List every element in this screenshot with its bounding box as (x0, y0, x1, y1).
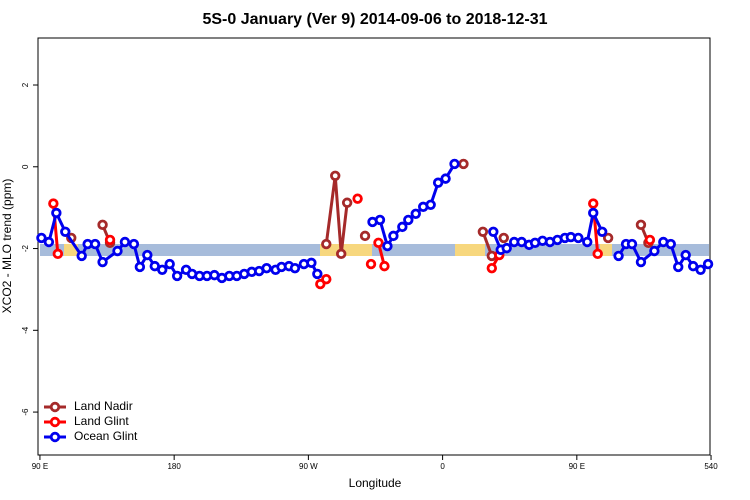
legend-label: Land Glint (74, 414, 129, 428)
x-tick-label: 0 (440, 462, 445, 471)
data-point (36, 232, 47, 244)
data-point (359, 230, 371, 242)
y-axis-label: XCO2 - MLO trend (ppm) (0, 179, 14, 314)
plot-frame (37, 37, 711, 456)
data-point (365, 258, 377, 270)
land-band (600, 244, 612, 256)
data-point (373, 237, 384, 249)
data-point (374, 214, 386, 226)
data-point (486, 262, 498, 274)
data-point (602, 232, 614, 244)
series-line (324, 175, 349, 255)
land-band (455, 244, 485, 256)
data-point (635, 219, 647, 231)
data-point (695, 264, 706, 276)
legend-marker (49, 401, 61, 413)
data-point (352, 193, 363, 204)
data-point (60, 226, 71, 237)
data-point (403, 214, 414, 226)
data-point (613, 250, 624, 262)
data-point (134, 261, 146, 273)
data-point (680, 249, 691, 261)
legend-marker (49, 416, 61, 428)
x-tick-label: 180 (167, 462, 181, 471)
data-point (157, 264, 168, 276)
data-point (312, 268, 323, 280)
x-tick-label: 540 (704, 462, 718, 471)
data-point (341, 197, 353, 208)
data-point (306, 257, 317, 269)
legend-label: Ocean Glint (74, 429, 138, 443)
legend-marker (49, 431, 61, 443)
data-point (128, 238, 140, 250)
data-point (626, 238, 638, 250)
data-point (289, 262, 301, 274)
x-axis-label: Longitude (349, 476, 402, 490)
data-point (397, 221, 408, 233)
data-point (164, 258, 175, 270)
data-point (142, 249, 153, 261)
data-point (97, 256, 108, 268)
data-point (410, 208, 421, 219)
x-tick-label: 90 E (569, 462, 585, 471)
data-point (89, 238, 101, 250)
data-point (702, 258, 714, 270)
data-point (582, 236, 593, 248)
surface-band (40, 244, 709, 256)
data-point (458, 158, 469, 170)
data-point (112, 245, 123, 257)
data-point (330, 170, 341, 181)
y-tick-label: -6 (21, 408, 30, 416)
data-point (644, 234, 656, 246)
data-point (596, 226, 608, 237)
data-point (649, 245, 660, 257)
data-point (43, 236, 55, 248)
data-point (635, 256, 647, 268)
y-tick-label: 0 (21, 164, 30, 169)
data-point (335, 248, 347, 260)
data-point (48, 198, 59, 209)
data-point (261, 262, 272, 274)
data-point (97, 219, 108, 231)
chart-title: 5S-0 January (Ver 9) 2014-09-06 to 2018-… (202, 11, 547, 28)
legend-label: Land Nadir (74, 399, 133, 413)
data-point (573, 232, 584, 244)
data-point (432, 177, 444, 188)
data-point (321, 274, 332, 285)
data-point (477, 226, 489, 237)
data-point (388, 230, 399, 242)
data-point (665, 238, 676, 250)
x-tick-label: 90 W (299, 462, 318, 471)
data-point (488, 226, 499, 237)
data-point (425, 199, 436, 210)
data-point (498, 232, 509, 244)
land-band (320, 244, 372, 256)
data-point (51, 207, 62, 219)
data-point (321, 238, 332, 250)
data-point (440, 173, 451, 184)
data-point (592, 248, 603, 260)
x-tick-label: 90 E (32, 462, 48, 471)
data-point (588, 198, 599, 209)
data-point (76, 250, 87, 262)
ocean-band (40, 244, 709, 256)
data-point (52, 248, 64, 260)
data-point (171, 270, 183, 282)
y-tick-label: -2 (21, 244, 30, 252)
data-point (673, 261, 684, 273)
data-point (588, 207, 599, 219)
data-point (119, 236, 131, 248)
data-point (382, 240, 393, 252)
data-point (104, 234, 116, 246)
y-tick-label: -4 (21, 326, 30, 334)
data-point (501, 242, 512, 254)
data-point (379, 260, 390, 272)
data-point (449, 158, 460, 170)
y-tick-label: 2 (21, 82, 30, 87)
